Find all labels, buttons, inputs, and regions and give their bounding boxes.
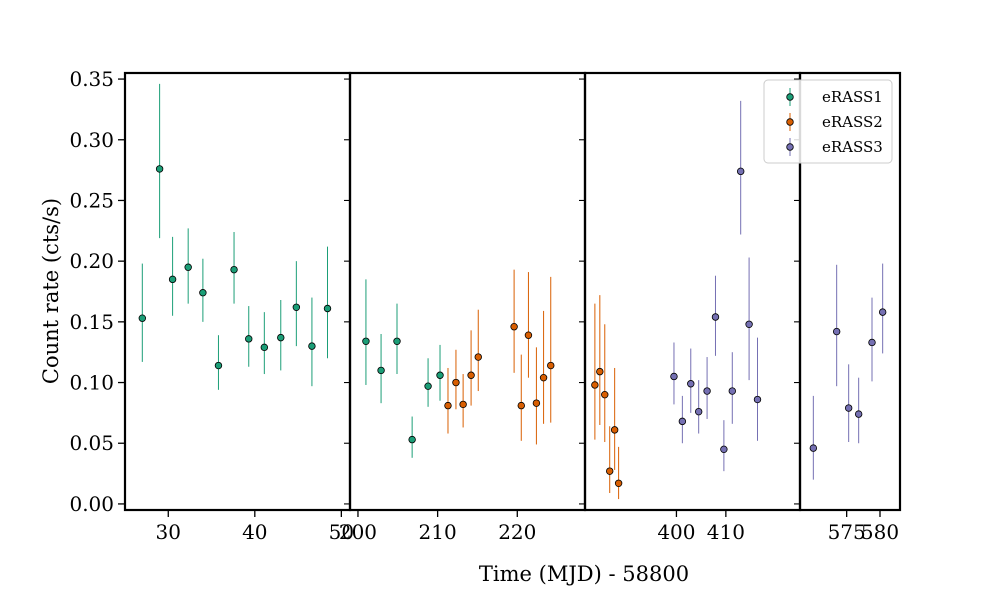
data-point-eRASS2-2 [459,400,467,409]
panel-frame-1 [123,71,352,512]
data-point-eRASS1-1 [155,165,164,173]
data-point-eRASS3-4 [703,387,711,395]
legend-box [763,79,893,164]
data-point-eRASS1-17 [424,382,432,390]
x-tick-label-panel-1-2: 50 [329,520,354,544]
y-tick-label-7: 0.35 [69,67,114,91]
data-point-eRASS3-10 [753,395,762,404]
data-point-eRASS1-4 [199,289,207,297]
data-point-eRASS2-10 [547,361,555,370]
data-point-eRASS3-5 [711,313,720,321]
data-point-eRASS2-6 [517,401,525,410]
x-tick-label-panel-1-0: 30 [156,520,181,544]
data-point-eRASS2-11 [591,381,599,389]
data-point-eRASS1-12 [323,304,332,313]
y-tick-label-2: 0.10 [69,371,114,395]
data-point-eRASS3-6 [720,445,728,454]
data-point-eRASS2-15 [610,426,619,434]
data-point-eRASS2-12 [596,367,604,376]
data-point-eRASS3-14 [854,410,863,418]
legend-marker-eRASS3 [786,143,794,151]
x-tick-label-panel-4-0: 575 [828,520,866,544]
data-point-eRASS2-5 [510,323,518,331]
x-tick-label-panel-3-1: 410 [707,520,745,544]
legend-marker-eRASS1 [786,93,794,101]
y-axis-title: Count rate (cts/s) [39,198,63,384]
data-point-eRASS1-8 [260,343,269,352]
data-point-eRASS2-9 [539,373,548,382]
data-point-eRASS1-6 [230,265,238,274]
data-point-eRASS3-2 [687,380,695,388]
x-tick-label-panel-2-0: 200 [339,520,377,544]
data-point-eRASS1-9 [277,333,285,342]
data-point-eRASS3-13 [844,404,853,412]
data-point-eRASS1-18 [436,371,444,379]
data-point-eRASS1-0 [138,314,147,322]
data-point-eRASS1-5 [214,361,223,370]
legend-label-eRASS3: eRASS3 [822,138,883,156]
data-point-eRASS3-11 [809,444,818,452]
data-point-eRASS3-9 [745,320,753,328]
x-tick-label-panel-3-0: 400 [657,520,695,544]
data-point-eRASS2-4 [474,353,482,361]
x-tick-label-panel-2-1: 210 [419,520,457,544]
legend-label-eRASS2: eRASS2 [822,113,883,131]
y-tick-label-4: 0.20 [69,249,114,273]
data-point-eRASS1-14 [377,366,385,375]
data-point-eRASS2-0 [444,401,452,410]
data-point-eRASS3-3 [694,407,703,416]
data-point-eRASS1-13 [362,337,370,345]
data-point-eRASS3-15 [868,338,876,347]
data-point-eRASS1-3 [184,263,192,271]
y-tick-label-5: 0.25 [69,188,114,212]
data-point-eRASS2-7 [524,331,533,339]
y-tick-label-6: 0.30 [69,128,114,152]
panel-frame-4 [798,71,902,512]
data-point-eRASS3-8 [736,167,745,176]
legend-label-eRASS1: eRASS1 [822,88,883,106]
data-point-eRASS1-2 [168,275,177,284]
data-point-eRASS3-7 [728,387,736,395]
y-tick-label-3: 0.15 [69,310,114,334]
data-point-eRASS1-16 [408,435,416,444]
x-tick-label-panel-1-1: 40 [242,520,267,544]
data-point-eRASS1-15 [393,337,401,345]
legend-marker-eRASS2 [786,118,794,126]
x-tick-label-panel-2-2: 220 [498,520,536,544]
y-tick-label-0: 0.00 [69,492,114,516]
data-point-eRASS2-8 [532,399,541,407]
data-point-eRASS2-1 [452,378,460,387]
data-point-eRASS3-16 [878,308,887,316]
data-point-eRASS1-10 [292,303,301,311]
data-point-eRASS2-14 [606,467,614,475]
data-point-eRASS1-11 [308,342,316,350]
data-point-eRASS3-12 [832,327,841,336]
data-point-eRASS2-3 [467,371,475,379]
data-marks [138,83,887,500]
data-point-eRASS3-0 [670,372,678,381]
data-point-eRASS1-7 [245,335,253,343]
data-point-eRASS2-13 [601,390,609,399]
panel-frame-2 [348,71,587,512]
x-axis-title: Time (MJD) - 58800 [479,562,689,586]
axes: 0.00 0.05 0.10 0.15 0.20 0.25 0.30 0.35 30 40 5020… [69,67,902,544]
data-point-eRASS3-1 [678,417,687,426]
data-point-eRASS2-16 [614,479,623,487]
legend: eRASS1 eRASS2 eRASS3 [763,79,893,164]
y-tick-label-1: 0.05 [69,431,114,455]
x-tick-label-panel-4-1: 580 [861,520,899,544]
